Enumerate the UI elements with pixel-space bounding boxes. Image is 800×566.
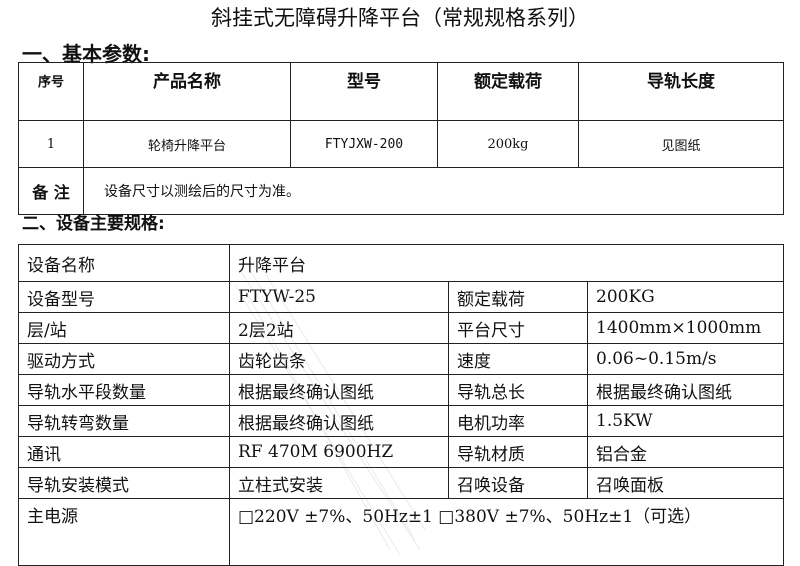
label-cell: 设备型号 — [18, 281, 230, 313]
label-cell: 通讯 — [18, 436, 230, 468]
label-cell: 导轨水平段数量 — [18, 374, 230, 406]
value-cell: 召唤面板 — [586, 467, 785, 499]
note-label: 备 注 — [18, 167, 84, 215]
value-cell: 齿轮齿条 — [229, 343, 449, 375]
cell: 200kg — [437, 120, 579, 168]
basic-params-table: 序号 产品名称 型号 额定载荷 导轨长度 1 轮椅升降平台 FTYJXW-200… — [18, 62, 784, 215]
header-cell: 额定载荷 — [437, 62, 579, 121]
document-title: 斜挂式无障碍升降平台（常规规格系列） — [211, 6, 589, 30]
table-row: 设备名称 升降平台 — [18, 244, 785, 282]
label-cell: 导轨总长 — [448, 374, 588, 406]
note-text: 设备尺寸以测绘后的尺寸为准。 — [83, 167, 784, 215]
label-cell: 速度 — [448, 343, 588, 375]
value-cell: 根据最终确认图纸 — [586, 374, 785, 406]
table-row: 驱动方式 齿轮齿条 速度 0.06~0.15m/s — [18, 343, 785, 375]
table-row: 层/站 2层2站 平台尺寸 1400mm×1000mm — [18, 312, 785, 344]
value-cell: □220V ±7%、50Hz±1 □380V ±7%、50Hz±1（可选） — [228, 498, 785, 566]
label-cell: 层/站 — [18, 312, 230, 344]
value-cell: 2层2站 — [229, 312, 449, 344]
header-cell: 序号 — [18, 62, 84, 121]
value-cell: 根据最终确认图纸 — [229, 405, 449, 437]
value-cell: 立柱式安装 — [229, 467, 449, 499]
table-row: 1 轮椅升降平台 FTYJXW-200 200kg 见图纸 — [18, 120, 784, 168]
label-cell: 召唤设备 — [448, 467, 588, 499]
table-row: 设备型号 FTYW-25 额定载荷 200KG — [18, 281, 785, 313]
cell: 轮椅升降平台 — [83, 120, 291, 168]
table-row: 通讯 RF 470M 6900HZ 导轨材质 铝合金 — [18, 436, 785, 468]
header-cell: 型号 — [290, 62, 438, 121]
label-cell: 主电源 — [18, 498, 230, 566]
table-row: 导轨转弯数量 根据最终确认图纸 电机功率 1.5KW — [18, 405, 785, 437]
table-row: 导轨安装模式 立柱式安装 召唤设备 召唤面板 — [18, 467, 785, 499]
table-row: 主电源 □220V ±7%、50Hz±1 □380V ±7%、50Hz±1（可选… — [18, 498, 785, 566]
value-cell: RF 470M 6900HZ — [229, 436, 449, 468]
value-cell: 铝合金 — [586, 436, 785, 468]
cell: 见图纸 — [578, 120, 784, 168]
table-header-row: 序号 产品名称 型号 额定载荷 导轨长度 — [18, 62, 784, 121]
section-main-specs-heading: 二、设备主要规格: — [22, 214, 165, 234]
header-cell: 产品名称 — [83, 62, 291, 121]
label-cell: 平台尺寸 — [448, 312, 588, 344]
note-row: 备 注 设备尺寸以测绘后的尺寸为准。 — [18, 167, 784, 215]
label-cell: 驱动方式 — [18, 343, 230, 375]
label-cell: 导轨材质 — [448, 436, 588, 468]
value-cell: 1.5KW — [586, 405, 785, 437]
value-cell: 根据最终确认图纸 — [229, 374, 449, 406]
value-cell: 200KG — [586, 281, 785, 313]
main-specs-table: 设备名称 升降平台 设备型号 FTYW-25 额定载荷 200KG 层/站 2层2站 平台尺… — [18, 244, 785, 566]
label-cell: 导轨安装模式 — [18, 467, 230, 499]
table-row: 导轨水平段数量 根据最终确认图纸 导轨总长 根据最终确认图纸 — [18, 374, 785, 406]
cell: 1 — [18, 120, 84, 168]
label-cell: 设备名称 — [18, 244, 230, 282]
label-cell: 电机功率 — [448, 405, 588, 437]
label-cell: 额定载荷 — [448, 281, 588, 313]
value-cell: FTYW-25 — [229, 281, 449, 313]
header-cell: 导轨长度 — [578, 62, 784, 121]
value-cell: 0.06~0.15m/s — [586, 343, 785, 375]
label-cell: 导轨转弯数量 — [18, 405, 230, 437]
value-cell: 升降平台 — [228, 244, 785, 282]
cell: FTYJXW-200 — [290, 120, 438, 168]
value-cell: 1400mm×1000mm — [586, 312, 785, 344]
